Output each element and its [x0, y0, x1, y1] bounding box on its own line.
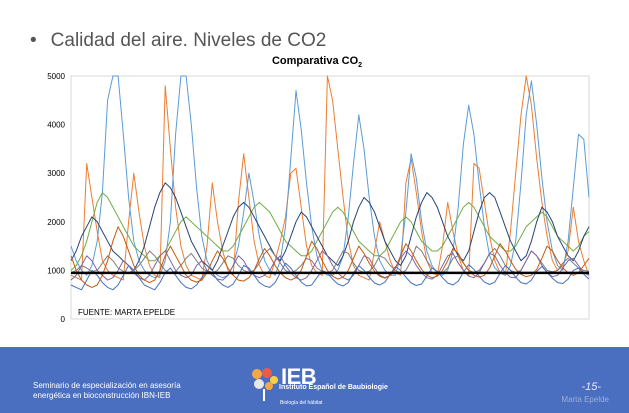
y-tick-label: 5000	[47, 72, 65, 81]
chart-title-main: Comparativa CO	[271, 55, 359, 67]
co2-line-chart: 0 1000 2000 3000 4000 5000 FUENTE: MARTA EPEL…	[47, 72, 590, 324]
y-tick-label: 0	[61, 315, 66, 324]
logo-flower-icon	[252, 368, 278, 401]
series-line-4	[70, 182, 590, 271]
footer-band: Seminario de especialización en asesoría…	[0, 347, 629, 413]
chart-title-subscript: 2	[358, 62, 363, 70]
footer-line-1: Seminario de especialización en asesoría	[33, 381, 181, 390]
y-tick-label: 4000	[47, 121, 65, 130]
footer-line-2: energética en bioconstrucción IBN-IEB	[33, 391, 171, 400]
page-number: -15-	[581, 381, 601, 393]
footer-seminar-text: Seminario de especialización en asesoría…	[33, 381, 181, 401]
slide-title-text: Calidad del aire. Niveles de CO2	[50, 30, 327, 51]
y-tick-label: 3000	[47, 169, 65, 178]
y-axis-ticks: 0 1000 2000 3000 4000 5000	[47, 72, 65, 324]
ieb-logo: IEB Instituto Español de Baubiologie Bio…	[250, 364, 390, 409]
source-note-bg	[74, 305, 186, 317]
series-line-7	[70, 262, 590, 291]
y-tick-label: 1000	[47, 266, 65, 275]
page-author: Marta Epelde	[561, 395, 609, 404]
title-bullet: •	[30, 30, 37, 51]
logo-tagline: Biología del hábitat	[280, 400, 323, 406]
slide-title: • Calidad del aire. Niveles de CO2	[30, 30, 326, 52]
y-tick-label: 2000	[47, 218, 65, 227]
logo-text: IEB	[281, 364, 317, 389]
plot-area	[70, 75, 590, 320]
source-note: FUENTE: MARTA EPELDE	[78, 308, 175, 317]
chart-title: Comparativa CO2	[262, 55, 372, 69]
series-line-3	[70, 192, 590, 271]
logo-subtitle: Instituto Español de Baubiologie	[279, 384, 388, 391]
